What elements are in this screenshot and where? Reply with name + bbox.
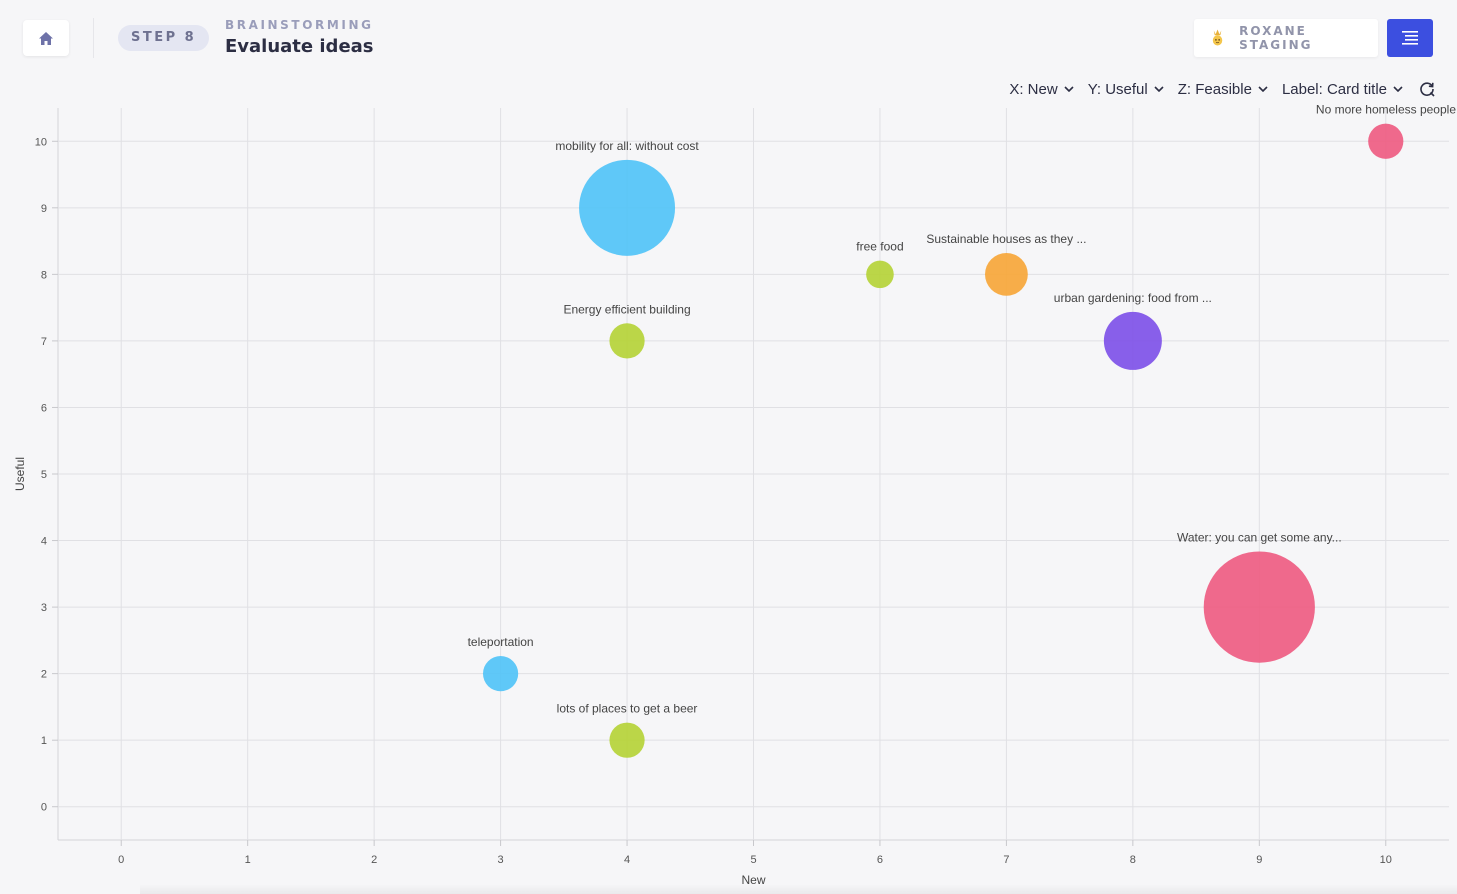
y-axis-title: Useful [13, 457, 27, 491]
bottom-shadow [140, 884, 1457, 894]
chevron-down-icon [1154, 86, 1164, 92]
bubble-point [1368, 123, 1404, 159]
x-tick-label: 2 [371, 854, 377, 866]
y-tick-label: 1 [41, 735, 47, 747]
step-badge: STEP 8 [118, 25, 210, 51]
header-divider [93, 18, 94, 58]
x-tick-label: 9 [1256, 854, 1262, 866]
y-tick-label: 10 [35, 136, 47, 148]
x-tick-label: 7 [1003, 854, 1009, 866]
page-title: Evaluate ideas [225, 36, 374, 57]
bubble-point [1203, 551, 1315, 663]
y-tick-label: 6 [41, 402, 47, 414]
bubble-point [985, 252, 1028, 296]
bubble-label: Water: you can get some any... [1177, 530, 1342, 544]
bubble-point [1103, 311, 1162, 370]
bubble-point [482, 656, 519, 692]
y-axis-select-label: Y: Useful [1087, 80, 1148, 98]
x-tick-label: 1 [245, 854, 251, 866]
bubble-label: mobility for all: without cost [555, 139, 699, 153]
bubble-label: teleportation [468, 635, 534, 649]
user-button[interactable]: ROXANE STAGING [1194, 19, 1378, 57]
bubble-label: urban gardening: food from ... [1054, 291, 1212, 305]
pineapple-avatar-icon [1212, 29, 1223, 46]
home-button[interactable] [23, 20, 69, 56]
x-tick-label: 0 [118, 854, 124, 866]
y-tick-label: 5 [41, 469, 47, 481]
y-tick-label: 2 [41, 669, 47, 681]
bubble-chart: 0 1 2 3 4 5 6 7 8 9 10 0 1 2 3 4 5 6 7 8 9 10 New Useful No more… [13, 103, 1456, 887]
y-tick-label: 9 [41, 203, 47, 215]
label-select-label: Label: Card title [1281, 80, 1387, 98]
bubble-label: Sustainable houses as they ... [926, 232, 1086, 246]
y-tick-label: 3 [41, 602, 47, 614]
home-icon [39, 31, 53, 45]
y-tick-label: 8 [41, 269, 47, 281]
refresh-button[interactable] [1419, 81, 1435, 97]
x-tick-label: 6 [877, 854, 883, 866]
y-tick-label: 0 [41, 802, 47, 814]
z-axis-select[interactable]: Z: Feasible [1178, 81, 1268, 98]
user-name: ROXANE STAGING [1239, 24, 1313, 52]
header-bar: STEP 8 BRAINSTORMING Evaluate ideas ROXA… [0, 0, 1457, 78]
section-label: BRAINSTORMING [225, 18, 374, 32]
x-tick-label: 4 [624, 854, 630, 866]
bubble-point [579, 159, 676, 256]
z-axis-select-label: Z: Feasible [1177, 80, 1252, 98]
y-tick-label: 4 [41, 536, 47, 548]
bubble-label: lots of places to get a beer [557, 702, 698, 716]
x-tick-label: 10 [1380, 854, 1392, 866]
chevron-down-icon [1393, 86, 1403, 92]
chart-controls: X: New Y: Useful Z: Feasible Label: Card… [995, 78, 1435, 100]
hamburger-menu-icon [1402, 31, 1418, 45]
chevron-down-icon [1258, 86, 1268, 92]
x-tick-label: 3 [498, 854, 504, 866]
menu-button[interactable] [1387, 19, 1433, 57]
label-select[interactable]: Label: Card title [1282, 81, 1403, 98]
chevron-down-icon [1064, 86, 1074, 92]
x-axis-select[interactable]: X: New [1009, 80, 1074, 98]
bubble-point [866, 260, 894, 289]
bubble-point [609, 323, 645, 359]
bubble-point [609, 722, 645, 758]
bubble-label: free food [856, 240, 903, 254]
bubble-label: Energy efficient building [563, 302, 690, 316]
y-axis-select[interactable]: Y: Useful [1088, 81, 1164, 98]
x-axis-select-label: X: New [1009, 80, 1058, 98]
x-tick-label: 8 [1130, 854, 1136, 866]
x-tick-label: 5 [750, 854, 756, 866]
y-tick-label: 7 [41, 336, 47, 348]
x-axis-title: New [741, 873, 765, 887]
refresh-icon [1420, 82, 1435, 97]
bubble-label: No more homeless people [1316, 103, 1456, 117]
